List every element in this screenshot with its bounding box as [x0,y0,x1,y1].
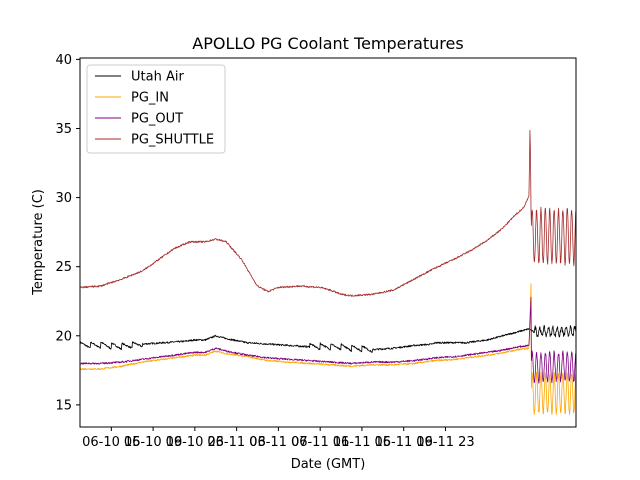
y-axis-label: Temperature (C) [31,189,46,296]
x-tick-label: 06-11 07 [249,435,307,450]
y-tick-label: 25 [55,260,72,275]
y-tick-label: 40 [55,53,72,68]
y-tick-label: 35 [55,122,72,137]
x-tick-label: 06-11 03 [207,435,265,450]
x-tick-label: 06-10 19 [124,435,182,450]
x-tick-label: 06-11 19 [374,435,432,450]
series-line-utah-air [79,324,577,354]
series-line-pg-in [79,283,577,415]
legend-label-pg-shuttle: PG_SHUTTLE [131,133,214,148]
chart-title: APOLLO PG Coolant Temperatures [192,34,463,53]
plot-lines [79,129,577,415]
series-line-pg-out [79,296,577,384]
y-tick-label: 30 [55,191,72,206]
plot-frame [79,57,577,428]
legend-label-pg-in: PG_IN [131,91,169,106]
y-tick-label: 20 [55,329,72,344]
legend-label-utah-air: Utah Air [131,70,184,85]
y-axis-ticks: 15 20 25 30 35 40 [55,53,80,413]
x-axis-label: Date (GMT) [291,457,366,472]
x-tick-label: 06-11 15 [333,435,391,450]
legend-box [86,64,226,154]
x-tick-label: 06-11 11 [291,435,349,450]
x-tick-label: 06-10 23 [166,435,224,450]
series-line-pg-shuttle [79,129,577,297]
y-tick-label: 15 [55,398,72,413]
x-tick-label: 06-10 15 [82,435,140,450]
x-tick-label: 06-11 23 [416,435,474,450]
legend: Utah Air PG_IN PG_OUT PG_SHUTTLE [86,64,226,154]
legend-label-pg-out: PG_OUT [131,112,183,127]
